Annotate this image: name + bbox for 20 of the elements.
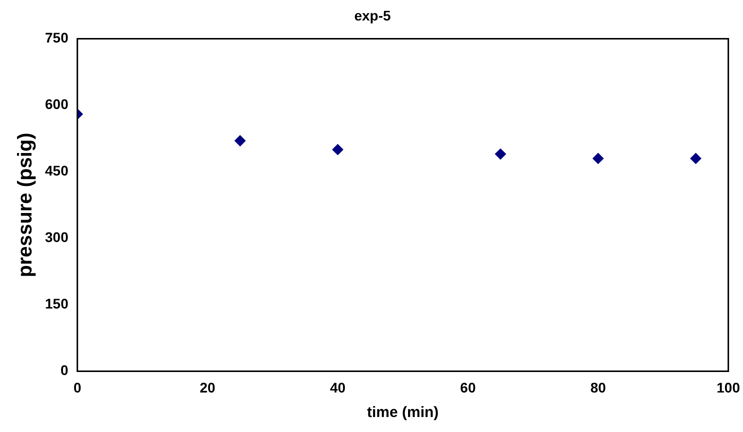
x-tick-label: 100	[716, 379, 740, 396]
x-tick-label: 60	[460, 379, 476, 396]
y-axis-title: pressure (psig)	[14, 132, 37, 278]
x-tick-label: 20	[200, 379, 216, 396]
point	[592, 152, 604, 164]
x-tick-label: 40	[330, 379, 346, 396]
x-tick-label: 80	[590, 379, 606, 396]
y-tick-label: 0	[60, 362, 69, 378]
y-tick-label: 600	[45, 96, 69, 112]
x-axis-title: time (min)	[367, 404, 439, 422]
y-tick-label: 150	[45, 296, 69, 312]
y-tick-label: 300	[45, 229, 69, 246]
point	[494, 148, 506, 160]
chart-title: exp-5	[354, 7, 391, 24]
y-tick-label: 750	[45, 30, 69, 46]
point	[690, 152, 702, 164]
point	[234, 135, 246, 146]
x-tick-label: 0	[73, 379, 82, 396]
y-tick-label: 450	[45, 162, 69, 179]
point	[332, 144, 344, 156]
